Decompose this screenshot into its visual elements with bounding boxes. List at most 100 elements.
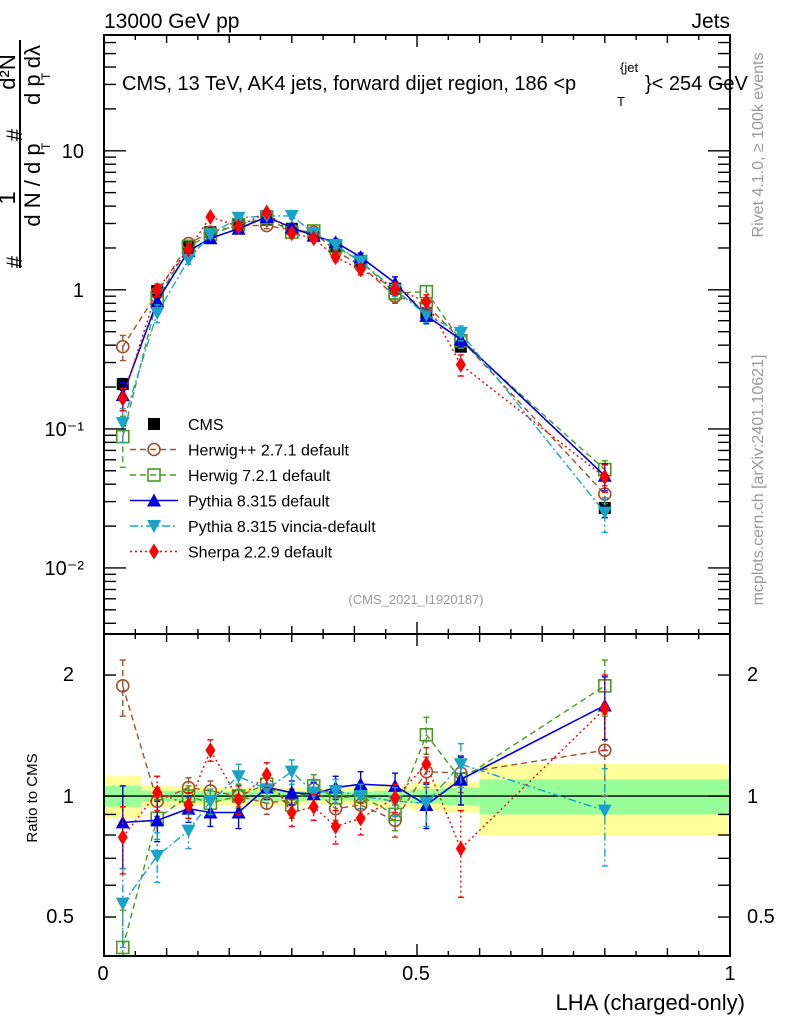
- ratio-line-0: [122, 685, 605, 822]
- ratio-point: [205, 742, 216, 759]
- ratio-point: [233, 791, 244, 808]
- mcplots-label: mcplots.cern.ch [arXiv:2401.10621]: [750, 355, 767, 606]
- ylabel-frac1-num: 1: [0, 191, 21, 204]
- legend-marker: [147, 468, 161, 482]
- main-point: [150, 294, 165, 308]
- svg-text:CMS, 13 TeV, AK4 jets, forward: CMS, 13 TeV, AK4 jets, forward dijet reg…: [122, 73, 576, 95]
- ratio-point: [181, 824, 196, 838]
- ratio-point: [599, 700, 610, 717]
- ylabel-hash-2: #: [2, 128, 27, 141]
- legend-label: Herwig 7.2.1 default: [188, 468, 331, 485]
- main-point: [203, 228, 218, 242]
- legend-entry: Herwig++ 2.7.1 default: [130, 443, 350, 460]
- xtick-label-0: 0: [97, 963, 108, 985]
- ytick-label-0.01: 10⁻²: [45, 558, 85, 580]
- ratio-ytick-label-1-left: 1: [63, 786, 74, 808]
- legend-entry: Sherpa 2.2.9 default: [130, 543, 333, 562]
- ratio-point: [306, 786, 321, 800]
- main-point: [355, 261, 366, 278]
- title-main: CMS, 13 TeV, AK4 jets, forward dijet reg…: [122, 73, 576, 95]
- ratio-line-1: [122, 685, 606, 948]
- ratio-point: [115, 679, 130, 693]
- legend-label: Sherpa 2.2.9 default: [188, 545, 333, 562]
- ratio-point: [150, 849, 165, 863]
- ratio-point: [453, 758, 468, 772]
- ratio-point: [150, 813, 165, 827]
- main-point: [152, 281, 163, 298]
- ylabel-frac2-den: d p dλ: [20, 45, 45, 105]
- ratio-point: [355, 810, 366, 827]
- main-point: [453, 326, 468, 340]
- ratio-point: [328, 784, 343, 798]
- legend-marker: [149, 543, 159, 560]
- legend-marker: [147, 442, 161, 457]
- ratio-point: [286, 804, 297, 821]
- legend-entry: Pythia 8.315 default: [130, 493, 330, 511]
- plot-title: CMS, 13 TeV, AK4 jets, forward dijet reg…: [122, 60, 749, 109]
- ratio-point: [330, 818, 341, 835]
- title-sub: T: [617, 94, 625, 109]
- main-point: [419, 308, 434, 322]
- ratio-ylabel: Ratio to CMS: [24, 753, 41, 842]
- main-point: [421, 293, 432, 310]
- main-point: [115, 339, 130, 354]
- main-point: [115, 417, 130, 431]
- ratio-axes: [103, 633, 731, 957]
- main-point: [150, 307, 165, 321]
- header-left: 13000 GeV pp: [104, 10, 239, 33]
- rivet-label: Rivet 4.1.0, ≥ 100k events: [750, 53, 767, 238]
- ylabel-frac2-num: d²N: [0, 54, 20, 89]
- main-point: [205, 208, 216, 225]
- ratio-series-group: [115, 659, 612, 957]
- main-point: [233, 218, 244, 235]
- legend-label: CMS: [188, 417, 224, 434]
- ytick-label-0.1: 10⁻¹: [45, 419, 85, 441]
- ratio-point: [284, 765, 299, 779]
- title-sup: {jet: [620, 60, 638, 75]
- xtick-label-1: 1: [724, 963, 735, 985]
- ratio-ytick-label-2-left: 2: [63, 664, 74, 686]
- ratio-line-3: [122, 763, 606, 905]
- legend-label: Pythia 8.315 vincia-default: [188, 519, 376, 536]
- ratio-point: [597, 743, 612, 758]
- ratio-point: [308, 798, 319, 815]
- ratio-point: [259, 783, 274, 797]
- ratio-ytick-label-0.5-right: 0.5: [747, 906, 775, 928]
- ratio-point: [231, 770, 246, 784]
- main-series-5: [117, 204, 610, 493]
- ytick-label-10: 10: [62, 141, 84, 163]
- main-point: [261, 204, 272, 221]
- main-point: [328, 239, 343, 253]
- legend-entry: Pythia 8.315 vincia-default: [130, 519, 376, 536]
- ratio-ytick-label-1-right: 1: [747, 786, 758, 808]
- ratio-point: [284, 785, 299, 799]
- main-point: [597, 506, 612, 520]
- ratio-ytick-label-0.5-left: 0.5: [46, 906, 74, 928]
- xlabel: LHA (charged-only): [555, 990, 745, 1015]
- legend-marker: [147, 493, 161, 507]
- main-point: [286, 225, 297, 242]
- main-ylabel: # 1 d N / d p T # d²N d p dλ T: [0, 40, 53, 268]
- ratio-point: [597, 804, 612, 818]
- ratio-point: [419, 728, 434, 742]
- main-point: [390, 280, 401, 297]
- main-point: [284, 209, 299, 223]
- ratio-point: [455, 840, 466, 857]
- legend: CMS Herwig++ 2.7.1 default Herwig 7.2.1 de…: [130, 417, 376, 562]
- main-point: [308, 230, 319, 247]
- ratio-point: [183, 796, 194, 813]
- legend-marker: [148, 418, 160, 430]
- main-point: [117, 390, 128, 407]
- title-tail: }< 254 GeV: [645, 73, 749, 95]
- legend-label: Herwig++ 2.7.1 default: [188, 443, 350, 460]
- ratio-point: [421, 756, 432, 773]
- main-point: [231, 211, 246, 225]
- ratio-point: [152, 784, 163, 801]
- ratio-point: [203, 795, 218, 809]
- main-point: [599, 469, 610, 486]
- xtick-label-0.5: 0.5: [402, 963, 430, 985]
- main-line-5: [122, 211, 606, 478]
- ratio-point: [390, 789, 401, 806]
- ratio-point: [419, 797, 434, 811]
